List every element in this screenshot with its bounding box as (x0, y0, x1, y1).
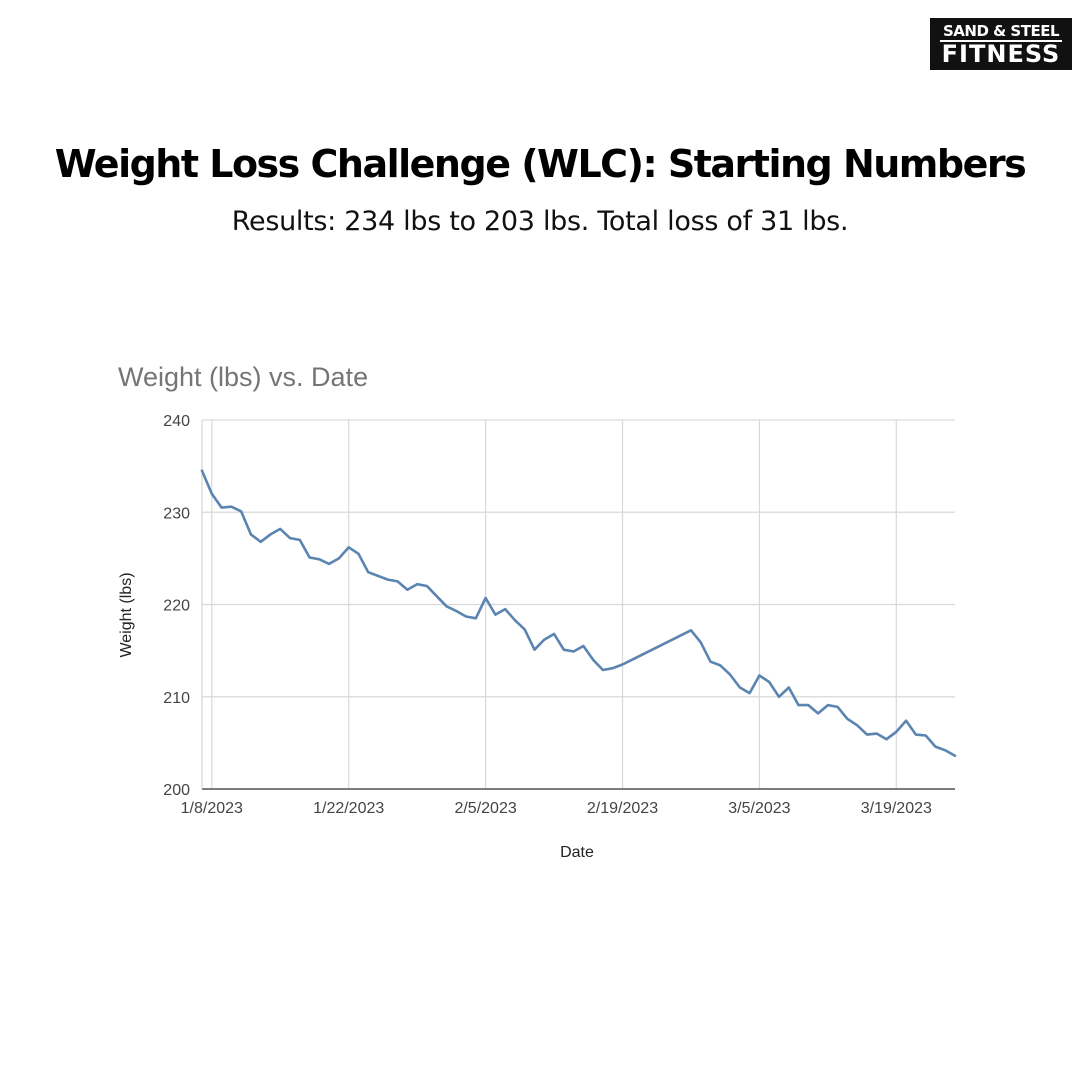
brand-logo-line1: SAND & STEEL (942, 21, 1060, 40)
page-title: Weight Loss Challenge (WLC): Starting Nu… (54, 142, 1027, 186)
y-tick-label: 240 (163, 413, 190, 430)
y-tick-label: 200 (163, 782, 190, 799)
chart-axes: 200 210 220 230 240 1/8/2023 1/22/2023 2/5/2023… (163, 413, 955, 817)
results-subtitle: Results: 234 lbs to 203 lbs. Total loss … (231, 206, 849, 237)
x-axis-label: Date (560, 844, 594, 861)
x-tick-label: 1/8/2023 (181, 800, 243, 817)
y-tick-label: 220 (163, 598, 190, 615)
x-tick-label: 2/19/2023 (587, 800, 658, 817)
x-tick-label: 1/22/2023 (313, 800, 384, 817)
brand-logo-line2: FITNESS (939, 39, 1063, 68)
weight-series-line (200, 469, 957, 758)
y-axis-label: Weight (lbs) (118, 572, 135, 657)
x-tick-label: 3/5/2023 (728, 800, 790, 817)
x-tick-label: 3/19/2023 (861, 800, 932, 817)
x-tick-label: 2/5/2023 (454, 800, 516, 817)
chart-title: Weight (lbs) vs. Date (118, 362, 369, 392)
y-tick-label: 230 (163, 505, 190, 522)
brand-logo: SAND & STEEL FITNESS (930, 18, 1072, 70)
chart-grid (202, 419, 955, 790)
y-tick-label: 210 (163, 690, 190, 707)
chart-series (200, 469, 957, 758)
